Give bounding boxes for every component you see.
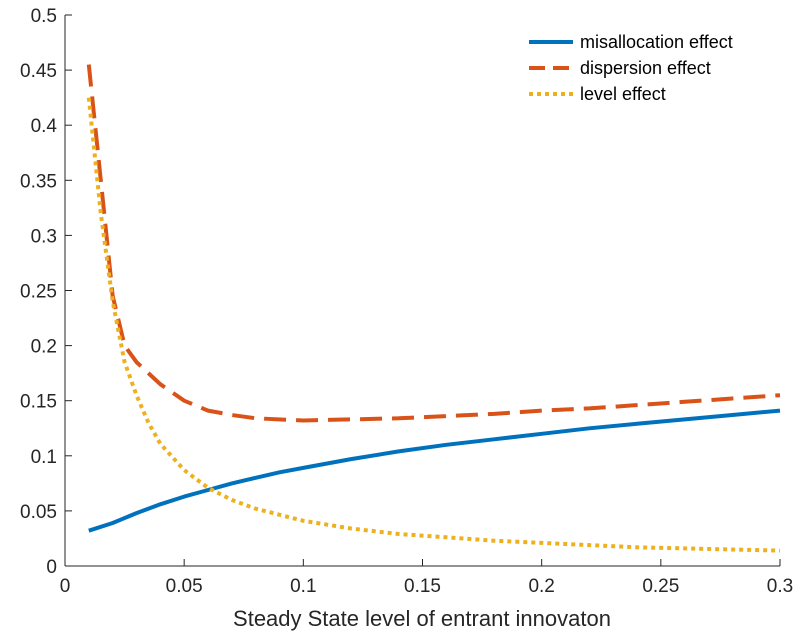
series-line-2 — [86, 97, 781, 553]
y-tick-label: 0.2 — [31, 337, 57, 358]
x-tick-label: 0.1 — [290, 576, 316, 597]
y-tick-label: 0.45 — [20, 61, 57, 82]
x-tick-label: 0.25 — [642, 576, 679, 597]
legend-label-1: dispersion effect — [580, 58, 711, 78]
y-tick-label: 0.3 — [31, 226, 57, 247]
x-tick-label: 0.2 — [528, 576, 554, 597]
y-tick-label: 0.35 — [20, 171, 57, 192]
ticks-layer: 0 0.05 0.1 0.15 0.2 0.25 0.3 0 0.05 0.1 0.15 0.2 0.2… — [20, 6, 793, 597]
y-tick-label: 0.15 — [20, 392, 57, 413]
plot-background — [65, 15, 780, 566]
x-axis-title: Steady State level of entrant innovaton — [233, 606, 611, 631]
y-tick-label: 0.1 — [31, 447, 57, 468]
x-tick-label: 0 — [60, 576, 71, 597]
x-tick-label: 0.3 — [767, 576, 793, 597]
y-tick-label: 0 — [46, 557, 57, 578]
legend-label-0: misallocation effect — [580, 32, 733, 52]
x-tick-label: 0.15 — [404, 576, 441, 597]
series-layer — [86, 64, 781, 553]
series-line-0 — [88, 408, 781, 533]
series-line-1 — [86, 64, 781, 423]
y-tick-label: 0.25 — [20, 282, 57, 303]
y-tick-label: 0.05 — [20, 502, 57, 523]
x-tick-label: 0.05 — [166, 576, 203, 597]
legend: misallocation effect dispersion effect lev… — [529, 32, 733, 104]
y-tick-label: 0.4 — [31, 116, 58, 137]
y-tick-label: 0.5 — [31, 6, 57, 27]
legend-label-2: level effect — [580, 84, 666, 104]
